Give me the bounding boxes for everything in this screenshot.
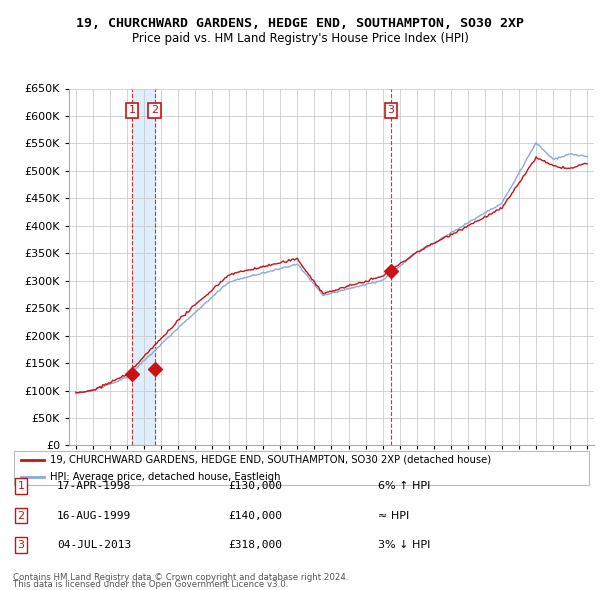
Text: Contains HM Land Registry data © Crown copyright and database right 2024.: Contains HM Land Registry data © Crown c… [13, 573, 349, 582]
Text: ≈ HPI: ≈ HPI [378, 511, 409, 520]
Text: HPI: Average price, detached house, Eastleigh: HPI: Average price, detached house, East… [50, 473, 280, 483]
Text: This data is licensed under the Open Government Licence v3.0.: This data is licensed under the Open Gov… [13, 581, 289, 589]
Point [150, 364, 160, 373]
Text: 3% ↓ HPI: 3% ↓ HPI [378, 540, 430, 550]
Text: 6% ↑ HPI: 6% ↑ HPI [378, 481, 430, 491]
Text: £140,000: £140,000 [228, 511, 282, 520]
Text: £318,000: £318,000 [228, 540, 282, 550]
Text: 3: 3 [17, 540, 25, 550]
FancyBboxPatch shape [14, 451, 589, 485]
Text: 17-APR-1998: 17-APR-1998 [57, 481, 131, 491]
Bar [132, 88, 155, 445]
Text: Price paid vs. HM Land Registry's House Price Index (HPI): Price paid vs. HM Land Registry's House … [131, 32, 469, 45]
Text: 04-JUL-2013: 04-JUL-2013 [57, 540, 131, 550]
Text: 3: 3 [388, 106, 395, 116]
Point [386, 266, 396, 276]
Text: 19, CHURCHWARD GARDENS, HEDGE END, SOUTHAMPTON, SO30 2XP (detached house): 19, CHURCHWARD GARDENS, HEDGE END, SOUTH… [50, 455, 491, 464]
Text: 1: 1 [128, 106, 136, 116]
Text: 16-AUG-1999: 16-AUG-1999 [57, 511, 131, 520]
Text: 1: 1 [17, 481, 25, 491]
Text: 2: 2 [151, 106, 158, 116]
Text: 19, CHURCHWARD GARDENS, HEDGE END, SOUTHAMPTON, SO30 2XP: 19, CHURCHWARD GARDENS, HEDGE END, SOUTH… [76, 17, 524, 30]
Text: 2: 2 [17, 511, 25, 520]
Point [127, 369, 137, 379]
Text: £130,000: £130,000 [228, 481, 282, 491]
